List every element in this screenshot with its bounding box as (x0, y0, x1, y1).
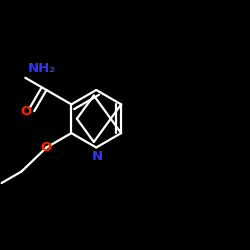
Text: O: O (41, 141, 52, 154)
Text: N: N (92, 150, 103, 163)
Text: NH₂: NH₂ (28, 62, 56, 75)
Text: O: O (20, 105, 32, 118)
